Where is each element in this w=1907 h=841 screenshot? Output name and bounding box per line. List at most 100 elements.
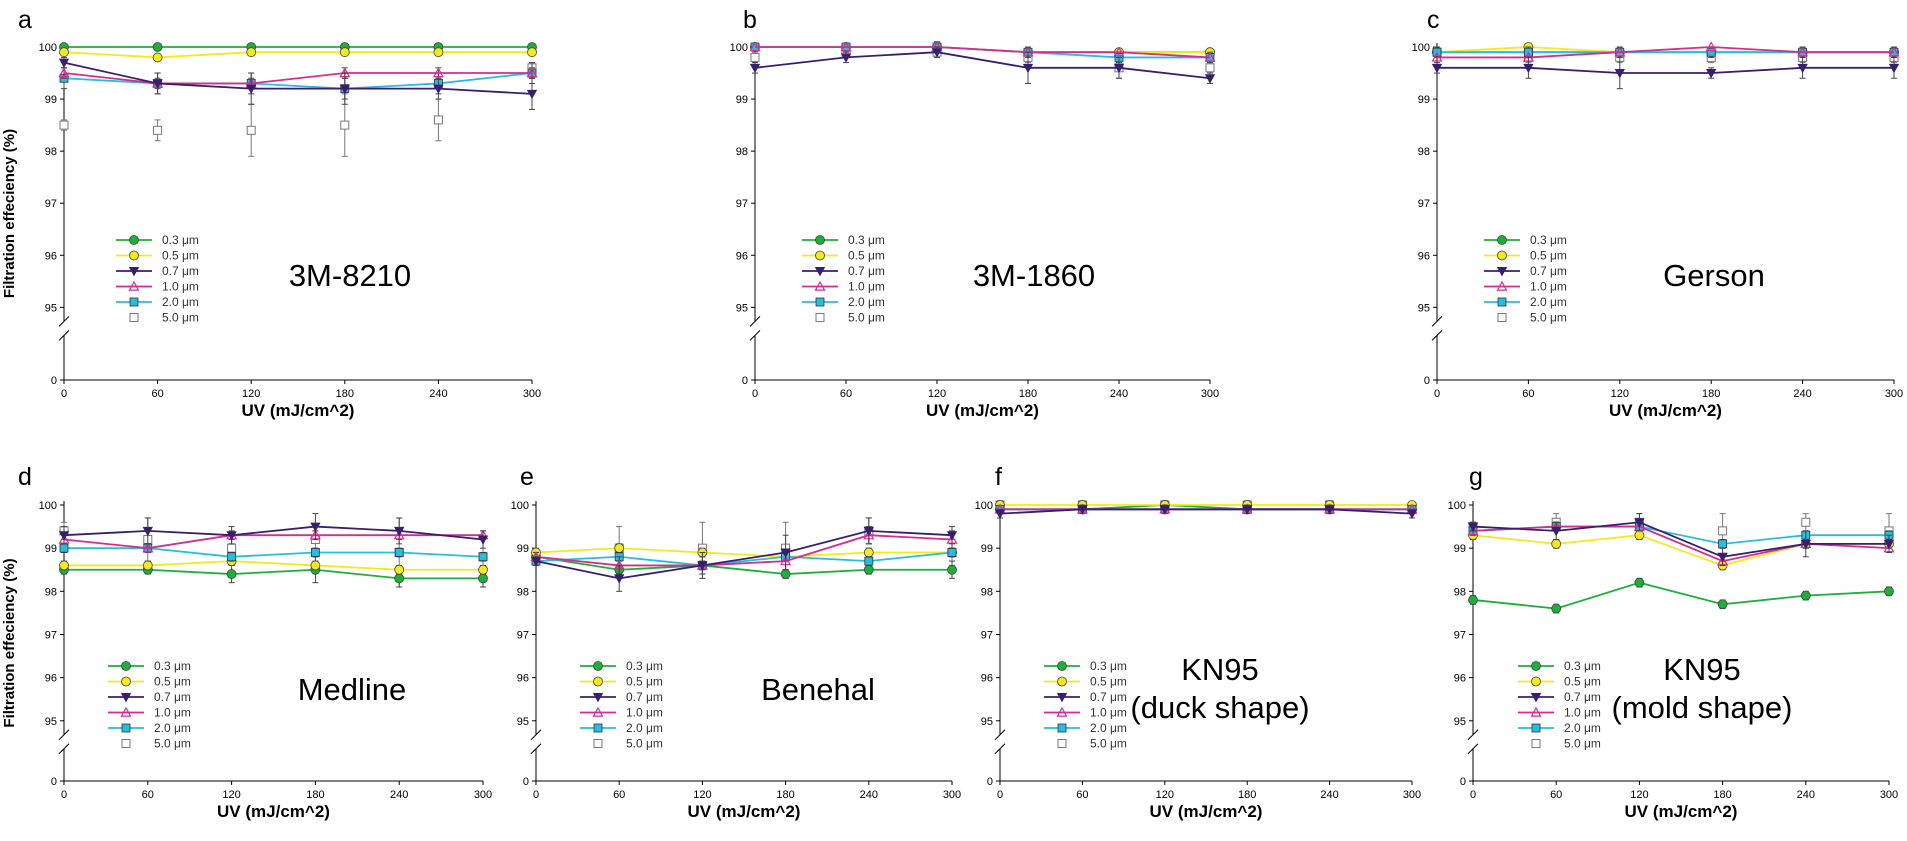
chart-panel-f: 0 95 96 97 98 99 100 0 60 120 180 240 300 UV (mJ/cm^2…: [975, 463, 1422, 821]
data-point: [227, 543, 237, 553]
legend-label: 0.7 μm: [1530, 264, 1567, 278]
x-tick-label: 300: [943, 789, 961, 801]
y-tick-label: 97: [517, 629, 529, 641]
legend-label: 5.0 μm: [1564, 737, 1601, 751]
data-point: [339, 84, 350, 94]
series-line: [535, 547, 952, 558]
legend-marker: [815, 313, 825, 322]
legend-label: 0.5 μm: [154, 675, 191, 689]
x-tick-label: 180: [1019, 388, 1037, 400]
y-axis-label: Filtration effeciency (%): [1, 558, 18, 727]
series-0.7um: [749, 46, 1216, 84]
x-axis-label: UV (mJ/cm^2): [926, 401, 1039, 420]
legend-marker: [1531, 739, 1541, 748]
series-line: [64, 568, 483, 580]
data-point: [1431, 63, 1443, 74]
data-point: [246, 84, 257, 94]
series-0.5um: [59, 47, 537, 63]
series-0.5um: [1468, 530, 1894, 571]
panel-title: (mold shape): [1612, 690, 1793, 725]
y-tick-label: 0: [1424, 375, 1430, 387]
x-tick-label: 180: [306, 789, 324, 801]
series-line: [535, 534, 953, 567]
data-point: [226, 569, 237, 579]
panel-title: 3M-8210: [289, 258, 411, 293]
legend-label: 0.5 μm: [1564, 675, 1601, 689]
data-point: [1406, 509, 1418, 519]
legend: 0.3 μm 0.5 μm0.7 μm 1.0 μm2.0 μm 5.0 μm: [1044, 659, 1127, 751]
y-tick-label: 0: [523, 776, 529, 788]
y-tick-label: 97: [45, 198, 57, 210]
data-point: [339, 47, 350, 58]
legend-marker: [1497, 313, 1507, 322]
legend-marker: [1497, 235, 1507, 245]
legend-marker: [1056, 706, 1068, 717]
legend-marker: [1530, 693, 1542, 703]
data-point: [750, 52, 760, 62]
legend-marker: [1057, 723, 1067, 733]
series-line: [1437, 66, 1894, 74]
panel-title: KN95: [1663, 652, 1741, 687]
x-tick-label: 60: [1076, 789, 1088, 801]
y-tick-label: 96: [45, 250, 57, 262]
x-axis-label: UV (mJ/cm^2): [1609, 401, 1722, 420]
series-line: [63, 72, 532, 85]
legend-label: 0.3 μm: [626, 659, 663, 673]
series-line: [63, 525, 484, 541]
legend-label: 0.5 μm: [1090, 675, 1127, 689]
y-tick-label: 95: [517, 716, 529, 728]
legend-marker: [1531, 661, 1541, 671]
x-tick-label: 120: [693, 789, 711, 801]
y-tick-label: 96: [736, 250, 748, 262]
data-point: [1634, 530, 1645, 541]
data-point: [432, 67, 444, 78]
y-tick-label: 99: [517, 543, 529, 555]
legend-marker: [1497, 250, 1507, 261]
axis-break-mark: [1431, 329, 1443, 341]
y-tick-label: 98: [1418, 146, 1430, 158]
axis-break-mark: [1467, 743, 1479, 755]
y-tick-label: 96: [517, 673, 529, 685]
series-line: [63, 534, 483, 550]
data-point: [1551, 538, 1562, 549]
y-tick-label: 95: [736, 302, 748, 314]
legend-marker: [129, 235, 139, 245]
data-point: [1468, 595, 1478, 605]
legend-label: 0.7 μm: [162, 264, 199, 278]
data-point: [1797, 46, 1809, 57]
legend-label: 1.0 μm: [848, 280, 885, 294]
legend-marker: [814, 266, 826, 277]
y-tick-label: 0: [987, 776, 993, 788]
legend-marker: [1531, 676, 1541, 687]
legend-label: 0.3 μm: [1564, 659, 1601, 673]
y-tick-label: 99: [981, 543, 993, 555]
x-axis-label: UV (mJ/cm^2): [1625, 802, 1738, 821]
legend: 0.3 μm 0.5 μm0.7 μm 1.0 μm2.0 μm 5.0 μm: [116, 233, 199, 325]
data-point: [864, 556, 874, 566]
data-point: [153, 125, 163, 135]
data-point: [780, 548, 791, 558]
x-tick-label: 240: [429, 388, 447, 400]
legend-marker: [121, 676, 131, 687]
legend-marker: [815, 297, 825, 307]
legend-marker: [120, 693, 132, 703]
data-point: [1242, 505, 1253, 515]
chart-panel-c: 0 95 96 97 98 99 100 0 60 120 180 240 300 UV (mJ/cm^2…: [1412, 6, 1904, 420]
axis-break-mark: [749, 329, 761, 341]
y-tick-label: 98: [45, 586, 57, 598]
data-point: [227, 552, 237, 562]
legend-marker: [121, 661, 131, 671]
legend-marker: [1530, 706, 1542, 717]
series-line: [63, 51, 532, 59]
legend-marker: [1057, 661, 1067, 671]
y-tick-label: 95: [981, 716, 993, 728]
series-0.5um: [995, 500, 1417, 510]
x-tick-label: 300: [1885, 388, 1903, 400]
data-point: [931, 48, 943, 58]
x-tick-label: 180: [336, 388, 354, 400]
legend-marker: [129, 313, 139, 322]
series-line: [755, 46, 1211, 59]
y-tick-label: 98: [1454, 586, 1466, 598]
data-point: [433, 115, 443, 125]
series-0.7um: [58, 513, 489, 549]
